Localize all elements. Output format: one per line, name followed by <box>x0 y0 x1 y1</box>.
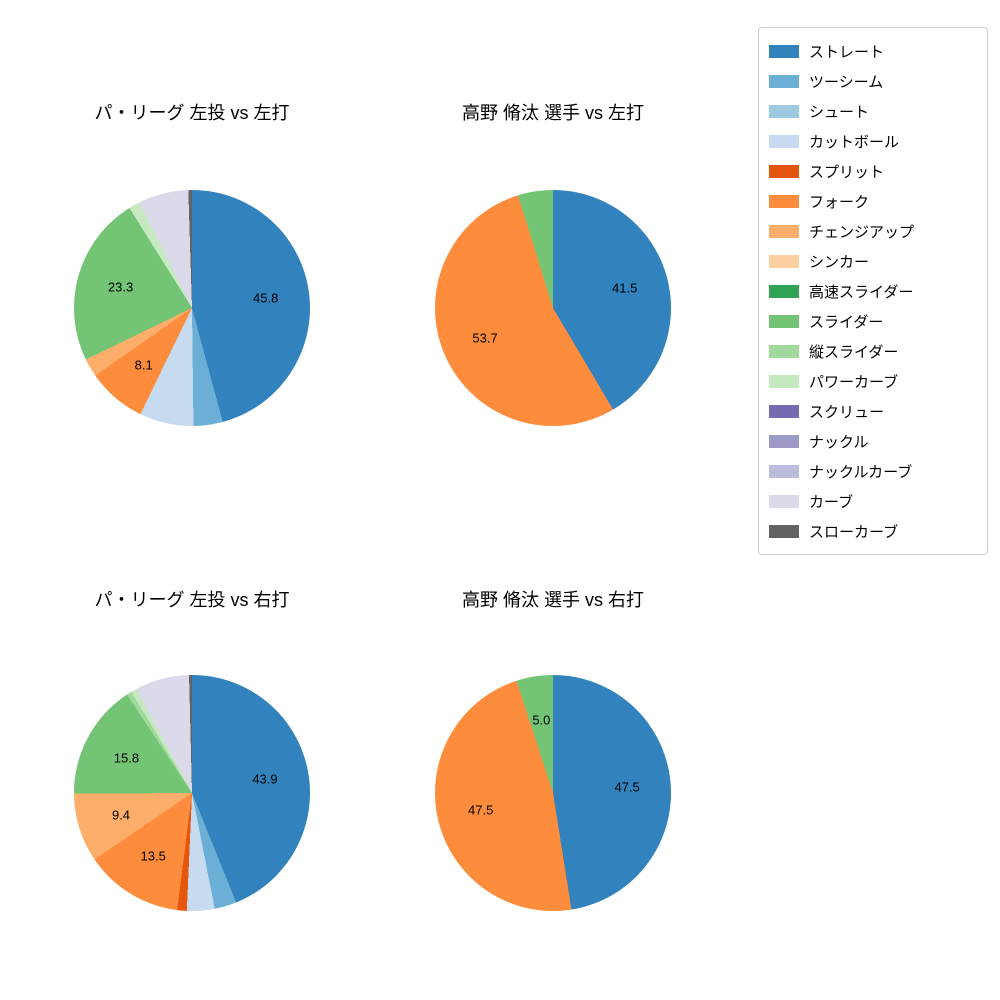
legend-swatch <box>769 284 799 298</box>
pie-chart-pa-league-vs-left: 45.8 8.1 23.3 <box>74 190 310 426</box>
legend-swatch <box>769 434 799 448</box>
legend-label: ナックルカーブ <box>809 463 913 481</box>
legend-swatch <box>769 404 799 418</box>
legend-label: カットボール <box>809 133 900 151</box>
pie-value-label: 8.1 <box>134 357 153 373</box>
legend-swatch <box>769 194 799 208</box>
legend-item: チェンジアップ <box>769 216 977 246</box>
chart-title-takano-vs-right: 高野 脩汰 選手 vs 右打 <box>461 590 645 610</box>
pie-value-label: 9.4 <box>111 807 131 823</box>
legend-swatch <box>769 74 799 88</box>
legend-label: カーブ <box>809 493 854 511</box>
legend-item: シンカー <box>769 246 977 276</box>
legend-swatch <box>769 224 799 238</box>
legend-label: ストレート <box>809 43 885 61</box>
legend-item: スクリュー <box>769 396 977 426</box>
legend-item: 縦スライダー <box>769 336 977 366</box>
pie-value-label: 13.5 <box>140 848 166 864</box>
pie-value-label: 23.3 <box>107 279 134 295</box>
pie-value-label: 41.5 <box>612 280 638 296</box>
legend-label: スライダー <box>809 313 884 331</box>
legend-item: 高速スライダー <box>769 276 977 306</box>
chart-title-pa-league-vs-right: パ・リーグ 左投 vs 右打 <box>94 590 290 610</box>
pie-chart-pa-league-vs-right: 43.9 13.5 9.4 15.8 <box>74 675 310 911</box>
pie-value-label: 53.7 <box>472 330 498 346</box>
legend-item: ナックル <box>769 426 977 456</box>
legend-swatch <box>769 494 799 508</box>
legend-label: 縦スライダー <box>809 343 899 361</box>
pie-value-label: 47.5 <box>468 802 494 818</box>
legend-item: フォーク <box>769 186 977 216</box>
legend-item: スライダー <box>769 306 977 336</box>
legend-item: スプリット <box>769 156 977 186</box>
legend-items: ストレートツーシームシュートカットボール スプリットフォークチェンジアップ シンカー… <box>769 36 977 546</box>
pie-value-label: 47.5 <box>614 779 640 795</box>
legend-label: ナックル <box>809 433 869 451</box>
pie-chart-takano-vs-right: 47.5 47.5 5.0 <box>435 675 671 911</box>
legend-swatch <box>769 374 799 388</box>
legend-swatch <box>769 254 799 268</box>
legend-label: パワーカーブ <box>809 373 899 391</box>
legend-label: フォーク <box>809 193 870 211</box>
legend-item: カットボール <box>769 126 977 156</box>
legend-item: ナックルカーブ <box>769 456 977 486</box>
legend-label: シンカー <box>809 253 870 271</box>
pie-chart-takano-vs-left: 41.5 53.7 <box>435 190 671 426</box>
legend-label: シュート <box>809 103 870 121</box>
legend-item: ストレート <box>769 36 977 66</box>
legend-label: 高速スライダー <box>809 283 914 301</box>
legend-label: スプリット <box>809 163 885 181</box>
legend-item: スローカーブ <box>769 516 977 546</box>
legend-label: ツーシーム <box>809 73 884 91</box>
pie-value-label: 5.0 <box>532 712 551 728</box>
legend: ストレートツーシームシュートカットボール スプリットフォークチェンジアップ シンカー… <box>758 27 988 555</box>
legend-item: カーブ <box>769 486 977 516</box>
chart-title-takano-vs-left: 高野 脩汰 選手 vs 左打 <box>461 103 645 123</box>
legend-swatch <box>769 464 799 478</box>
legend-item: ツーシーム <box>769 66 977 96</box>
legend-label: チェンジアップ <box>809 223 915 241</box>
legend-swatch <box>769 44 799 58</box>
pie-value-label: 43.9 <box>252 771 278 787</box>
legend-swatch <box>769 104 799 118</box>
pie-value-label: 15.8 <box>113 750 140 766</box>
legend-swatch <box>769 344 799 358</box>
legend-item: パワーカーブ <box>769 366 977 396</box>
legend-item: シュート <box>769 96 977 126</box>
legend-swatch <box>769 314 799 328</box>
chart-title-pa-league-vs-left: パ・リーグ 左投 vs 左打 <box>94 103 290 123</box>
legend-swatch <box>769 524 799 538</box>
legend-swatch <box>769 134 799 148</box>
pie-value-label: 45.8 <box>253 290 279 306</box>
legend-label: スローカーブ <box>809 523 899 541</box>
legend-label: スクリュー <box>809 403 885 421</box>
legend-swatch <box>769 164 799 178</box>
